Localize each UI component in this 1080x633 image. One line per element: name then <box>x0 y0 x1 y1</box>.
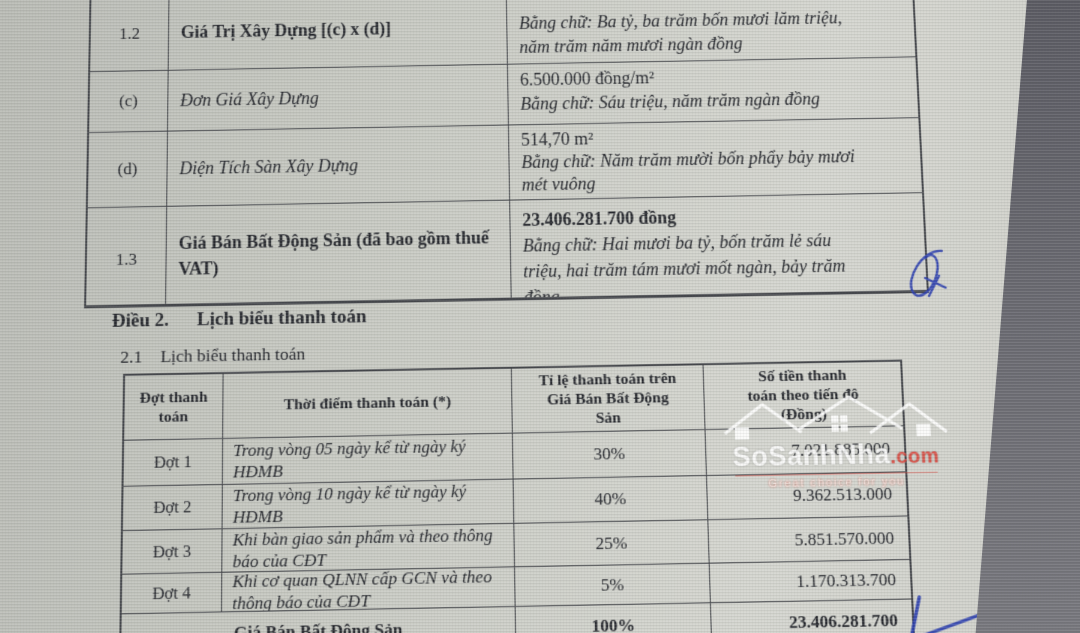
pen-stroke-mark <box>868 588 992 633</box>
price-row-value: 514,70 m² Bằng chữ: Năm trăm mười bốn ph… <box>508 118 923 201</box>
watermark-brand: SoSanhNha.com <box>731 438 940 473</box>
watermark: SoSanhNha.com Great choice for you <box>698 389 972 492</box>
payment-row-stage: Đợt 3 <box>122 529 223 575</box>
payment-row-time: Khi bàn giao sản phẩm và theo thông báo … <box>222 523 516 573</box>
article-number: Điều 2. <box>111 309 170 332</box>
payment-header-stage: Đợt thanh toán <box>124 374 224 441</box>
price-row-no: (c) <box>89 70 169 134</box>
payment-row-time: Trong vòng 10 ngày kể từ ngày ký HĐMB <box>222 479 515 530</box>
payment-row-stage: Đợt 1 <box>123 438 224 487</box>
payment-row-percent: 25% <box>514 520 710 568</box>
sub-heading: 2.1 Lịch biểu thanh toán <box>120 343 305 368</box>
payment-row-percent: 30% <box>512 430 707 480</box>
price-row-no: (d) <box>87 131 168 209</box>
payment-row-time: Khi cơ quan QLNN cấp GCN và theo thông b… <box>222 567 516 613</box>
price-row-value: 6.500.000 đồng/m² Bằng chữ: Sáu triệu, n… <box>507 57 919 126</box>
price-row-name: Giá Bán Bất Động Sản (đã bao gồm thuế VA… <box>166 200 512 305</box>
pen-swirl-mark <box>900 245 957 304</box>
price-row-name: Đơn Giá Xây Dựng <box>167 64 509 132</box>
payment-row-percent: 40% <box>513 475 709 524</box>
watermark-suffix: .com <box>889 445 940 469</box>
price-row-name: Giá Trị Xây Dựng [(c) x (d)] <box>168 0 508 71</box>
price-row-value: 23.406.281.700 đồng Bằng chữ: Hai mươi b… <box>510 193 927 299</box>
price-row-name: Diện Tích Sàn Xây Dựng <box>167 125 511 207</box>
payment-total-percent: 100% <box>515 603 713 633</box>
price-row-value: Bằng chữ: Ba tỷ, ba trăm bốn mươi lăm tr… <box>506 0 916 65</box>
payment-header-percent: Tỉ lệ thanh toán trên Giá Bán Bất Động S… <box>511 365 706 434</box>
article-title: Lịch biểu thanh toán <box>196 306 367 331</box>
price-row-no: 1.2 <box>90 0 170 73</box>
payment-row-percent: 5% <box>515 563 711 607</box>
houses-icon <box>717 389 951 440</box>
payment-row-time: Trong vòng 05 ngày kể từ ngày ký HĐMB <box>222 433 514 485</box>
sub-title: Lịch biểu thanh toán <box>160 343 306 367</box>
payment-header-time: Thời điểm thanh toán (*) <box>223 368 513 439</box>
price-table: 1.2 Giá Trị Xây Dựng [(c) x (d)] Bằng ch… <box>84 0 929 309</box>
sub-number: 2.1 <box>120 346 143 367</box>
article-heading: Điều 2. Lịch biểu thanh toán <box>112 306 367 333</box>
payment-row-amount: 5.851.570.000 <box>708 516 910 564</box>
payment-row-stage: Đợt 2 <box>122 484 223 532</box>
payment-row-stage: Đợt 4 <box>121 572 223 615</box>
price-row-no: 1.3 <box>86 206 168 307</box>
